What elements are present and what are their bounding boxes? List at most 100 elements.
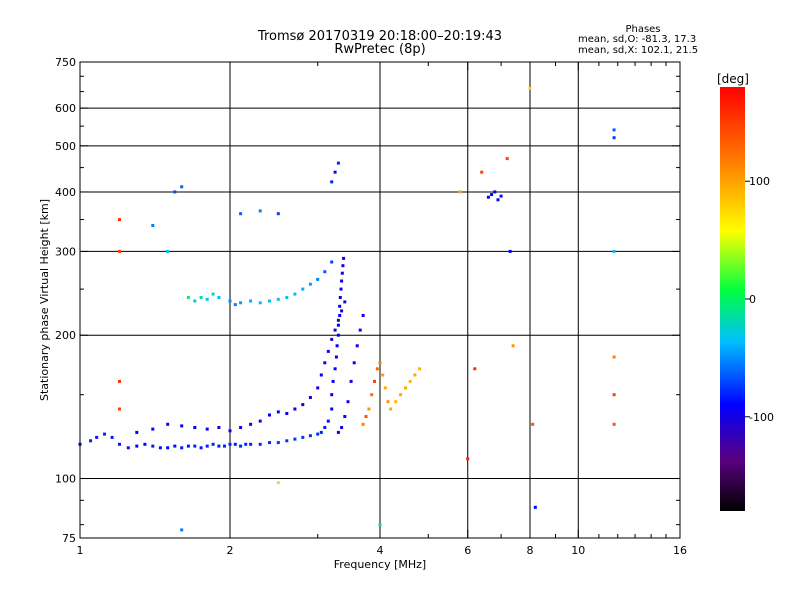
x-tick-label: 6 bbox=[464, 544, 471, 557]
data-point bbox=[239, 426, 243, 429]
data-point bbox=[370, 393, 374, 397]
data-point bbox=[205, 297, 209, 301]
x-tick-label: 2 bbox=[227, 544, 234, 557]
data-point bbox=[166, 446, 170, 450]
data-point bbox=[205, 444, 209, 448]
x-axis-label: Frequency [MHz] bbox=[334, 558, 426, 571]
data-point bbox=[358, 328, 362, 332]
data-point bbox=[103, 432, 106, 436]
data-point bbox=[186, 444, 190, 448]
data-point bbox=[135, 444, 139, 448]
data-point bbox=[301, 287, 305, 291]
y-tick-label: 75 bbox=[62, 532, 76, 545]
data-point bbox=[349, 379, 353, 383]
data-point bbox=[355, 344, 359, 348]
data-point bbox=[228, 429, 232, 433]
data-point bbox=[205, 427, 209, 431]
data-point bbox=[276, 481, 280, 485]
data-point bbox=[118, 379, 121, 383]
data-point bbox=[316, 432, 320, 436]
data-point bbox=[378, 361, 382, 365]
stats-line-o: mean, sd,O: -81.3, 17.3 bbox=[578, 34, 696, 45]
data-point bbox=[193, 444, 197, 448]
data-point bbox=[308, 282, 312, 286]
data-point bbox=[486, 195, 490, 199]
data-point bbox=[333, 367, 337, 371]
data-point bbox=[180, 424, 184, 428]
data-point bbox=[285, 412, 289, 415]
data-point bbox=[316, 277, 320, 281]
data-point bbox=[301, 403, 305, 407]
data-point bbox=[499, 194, 503, 198]
data-point bbox=[239, 301, 243, 305]
x-tick-label: 16 bbox=[673, 544, 687, 557]
data-point bbox=[323, 361, 327, 365]
y-tick-label: 300 bbox=[55, 245, 76, 258]
x-tick-label: 4 bbox=[377, 544, 384, 557]
data-point bbox=[496, 198, 500, 202]
data-point bbox=[399, 393, 403, 397]
data-point bbox=[217, 444, 221, 448]
data-point bbox=[285, 439, 289, 443]
y-tick-label: 400 bbox=[55, 186, 76, 199]
data-point bbox=[330, 407, 334, 411]
data-point bbox=[268, 413, 271, 417]
x-tick-label: 8 bbox=[527, 544, 534, 557]
data-point bbox=[293, 437, 297, 441]
data-point bbox=[258, 301, 262, 305]
data-point bbox=[308, 434, 312, 438]
colorbar-label: [deg] bbox=[717, 72, 749, 86]
chart-subtitle: RwPretec (8p) bbox=[334, 42, 425, 57]
data-point bbox=[239, 444, 243, 448]
data-point bbox=[339, 287, 343, 291]
data-point bbox=[383, 386, 387, 390]
data-point bbox=[193, 299, 197, 303]
data-point bbox=[336, 161, 340, 165]
data-point bbox=[340, 271, 344, 275]
data-point bbox=[338, 314, 342, 317]
data-point bbox=[386, 400, 390, 404]
data-point bbox=[381, 373, 385, 377]
data-point bbox=[480, 170, 484, 174]
data-point bbox=[389, 407, 393, 411]
data-point bbox=[258, 419, 262, 423]
data-point bbox=[323, 270, 327, 274]
data-point bbox=[330, 180, 334, 184]
data-point bbox=[293, 407, 297, 411]
data-point bbox=[340, 309, 344, 313]
data-point bbox=[110, 435, 114, 439]
data-point bbox=[180, 528, 184, 532]
data-point bbox=[528, 86, 532, 90]
data-point bbox=[533, 505, 537, 509]
data-point bbox=[308, 396, 312, 399]
axes-layer: 1 2 4 6 8 10 16 75 100 200 300 400 500 600 750 bbox=[55, 56, 687, 557]
data-point bbox=[612, 249, 616, 253]
data-point bbox=[364, 415, 368, 418]
data-point bbox=[118, 249, 121, 253]
data-point bbox=[301, 435, 305, 439]
data-point bbox=[346, 400, 350, 404]
data-point bbox=[186, 296, 190, 299]
data-point bbox=[338, 296, 342, 299]
data-point bbox=[404, 386, 407, 390]
data-point bbox=[268, 441, 271, 445]
data-point bbox=[118, 218, 121, 222]
data-point bbox=[316, 386, 320, 390]
data-point bbox=[361, 422, 365, 426]
data-point bbox=[258, 442, 262, 446]
data-point bbox=[276, 297, 280, 301]
colorbar-tick-label: -100 bbox=[749, 411, 774, 424]
data-point bbox=[418, 367, 421, 371]
stats-line-x: mean, sd,X: 102.1, 21.5 bbox=[578, 45, 698, 56]
y-tick-label: 100 bbox=[55, 473, 76, 486]
stats-title: Phases bbox=[625, 24, 660, 35]
data-point bbox=[276, 410, 280, 414]
data-point bbox=[323, 426, 327, 429]
data-point bbox=[89, 439, 93, 443]
colorbar bbox=[720, 87, 745, 511]
data-point bbox=[135, 430, 139, 434]
data-point bbox=[166, 249, 170, 253]
data-point bbox=[612, 128, 616, 132]
data-point bbox=[228, 442, 232, 446]
data-point bbox=[458, 190, 462, 194]
